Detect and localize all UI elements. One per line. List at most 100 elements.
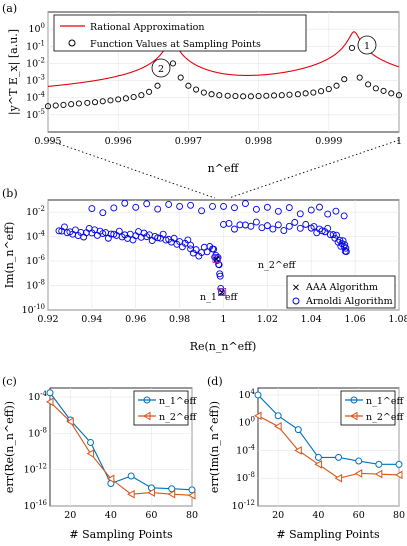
panel-d-series-1-point <box>395 460 403 468</box>
sample-point <box>372 85 379 92</box>
panel-a-ylabel: |y^T E_x| [a.u.] <box>7 29 21 115</box>
arnoldi-point <box>291 218 299 226</box>
arnoldi-point <box>341 241 349 249</box>
panel-d-xtick-3: 80 <box>393 510 405 521</box>
arnoldi-point <box>296 224 304 232</box>
panel-d-series-1-point <box>314 453 322 461</box>
sample-point <box>99 98 106 105</box>
sample-point <box>286 91 293 98</box>
zoom-connector-right <box>228 139 400 199</box>
legend-c-n1-label: n_1^eff <box>159 396 197 407</box>
sample-point <box>224 92 231 99</box>
annotation-n1: n_1^eff <box>200 292 238 303</box>
panel-a-xtick-4: 0.999 <box>315 136 342 147</box>
arnoldi-point <box>192 246 200 254</box>
panel-d-series-2-point <box>314 459 322 469</box>
arnoldi-point <box>316 225 323 233</box>
arnoldi-point <box>85 225 93 232</box>
annotation-2-text: 2 <box>158 64 164 75</box>
panel-c-series-1-point <box>87 438 95 446</box>
panel-a-xtick-2: 0.997 <box>175 136 202 147</box>
arnoldi-point <box>236 221 244 229</box>
arnoldi-point <box>341 247 349 255</box>
panel-b-xtick-1: 0.94 <box>81 314 102 325</box>
panel-d-series-1-point <box>355 457 363 465</box>
panel-c-series-1-point <box>188 486 196 494</box>
panel-b-legend-box <box>286 275 396 309</box>
panel-b-xtick-6: 1.04 <box>301 314 322 325</box>
panel-a-ytick-1: 10-1 <box>26 39 45 52</box>
arnoldi-point <box>176 202 184 210</box>
arnoldi-point <box>159 230 167 238</box>
panel-a-annotation-1: 1 <box>357 35 377 55</box>
panel-a-series-rational <box>48 31 399 87</box>
sample-point <box>68 101 75 108</box>
arnoldi-point <box>307 206 315 214</box>
panel-c-legend: n_1^eff n_2^eff <box>133 390 197 426</box>
panel-c-series-2-point <box>147 488 155 497</box>
legend-c-n1-marker <box>143 396 151 404</box>
panel-c-ytick-0: 10-4 <box>28 390 47 403</box>
panel-c-legend-box <box>133 390 189 426</box>
panel-c-series-1-point <box>168 485 176 493</box>
panel-d-legend-box <box>340 390 396 426</box>
panel-a-legend-box <box>53 14 307 52</box>
arnoldi-point <box>71 226 79 234</box>
sample-point <box>122 95 129 102</box>
arnoldi-point <box>258 224 266 232</box>
sample-point <box>240 93 247 100</box>
arnoldi-point <box>214 254 222 261</box>
sample-point <box>278 92 285 99</box>
legend-arnoldi-label: Arnoldi Algorithm <box>305 296 393 307</box>
arnoldi-point <box>121 199 129 207</box>
panel-b-ticks: 0.92 0.94 0.96 0.98 1 1.02 1.04 1.06 1.08 10-2 10-… <box>22 205 407 325</box>
aaa-point: ✕ <box>213 255 221 265</box>
sample-point <box>52 102 59 109</box>
arnoldi-point <box>329 231 337 238</box>
arnoldi-point <box>339 237 347 245</box>
panel-a-xtick-3: 0.998 <box>245 136 272 147</box>
panel-d-series-1-point <box>335 453 343 461</box>
arnoldi-point <box>274 207 282 215</box>
sample-point <box>193 86 200 93</box>
sample-point <box>91 99 99 106</box>
panel-a-ticks: 0.995 0.996 0.997 0.998 0.999 1 100 10-1 10-2 10-… <box>26 22 402 147</box>
panel-c-series <box>46 389 196 500</box>
arnoldi-point <box>173 240 181 248</box>
panel-a-ytick-5: 10-5 <box>26 108 45 121</box>
annotation-2-ring <box>151 58 171 78</box>
sample-point <box>255 93 262 100</box>
panel-b-ylabel: Im(n_n^eff) <box>3 222 16 289</box>
panel-c-ytick-1: 10-8 <box>28 426 47 439</box>
aaa-point-box <box>218 287 227 296</box>
panel-b-xtick-5: 1.02 <box>257 314 278 325</box>
arnoldi-point <box>285 222 293 230</box>
legend-d-n1-marker <box>350 396 358 404</box>
panel-d-xtick-0: 20 <box>272 510 284 521</box>
panel-d: 20 40 60 80 104 100 10-4 10-8 10-12 n_1^eff n_2^… <box>208 387 405 541</box>
sample-point <box>395 92 403 99</box>
arnoldi-point <box>220 202 227 210</box>
panel-d-xtick-2: 60 <box>353 510 365 521</box>
panel-c-xtick-3: 80 <box>186 510 198 521</box>
panel-c-ytick-2: 10-12 <box>24 463 47 476</box>
panel-b-xlabel: Re(n_n^eff) <box>190 340 257 353</box>
panel-c-series-2-point <box>86 449 95 458</box>
sample-point <box>302 90 309 97</box>
legend-samples-marker <box>68 39 76 47</box>
legend-samples-label: Function Values at Sampling Points <box>90 39 261 50</box>
legend-rational-label: Rational Approximation <box>90 22 205 33</box>
panel-d-ytick-1: 100 <box>238 416 255 429</box>
arnoldi-point <box>285 204 293 212</box>
arnoldi-point <box>203 248 211 256</box>
panel-c-ytick-3: 10-16 <box>24 499 48 512</box>
arnoldi-point <box>132 203 140 211</box>
panel-c-xtick-1: 40 <box>105 510 117 521</box>
panel-b-legend: ✕ AAA Algorithm Arnoldi Algorithm <box>286 275 396 309</box>
arnoldi-point <box>184 236 192 244</box>
arnoldi-point <box>170 234 178 242</box>
panel-a-series-samples <box>44 44 403 110</box>
arnoldi-point <box>225 220 233 227</box>
sample-point <box>115 96 122 103</box>
sample-point <box>356 74 363 81</box>
